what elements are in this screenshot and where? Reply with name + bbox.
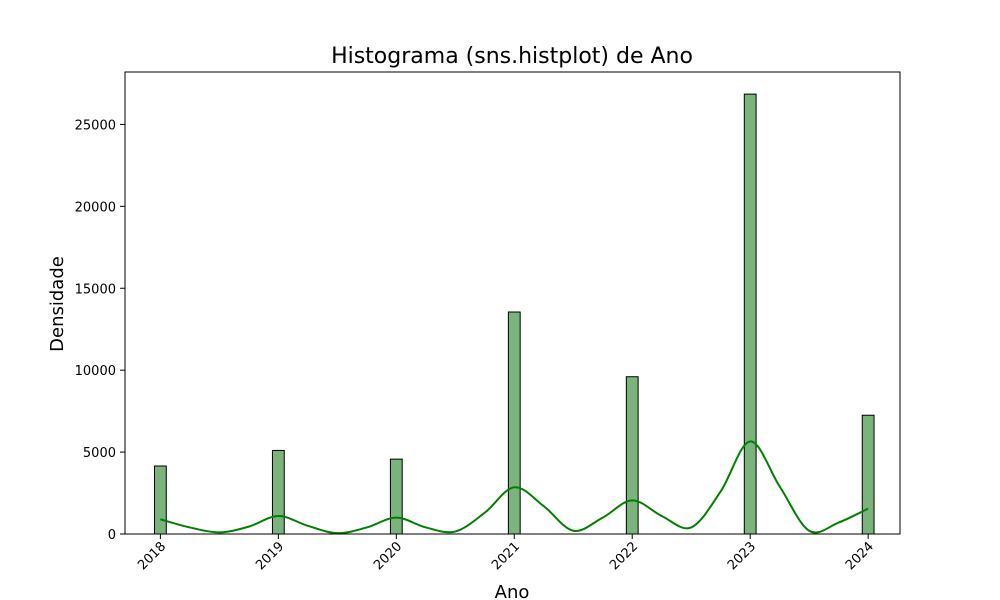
x-tick-label: 2022 bbox=[607, 539, 641, 573]
bar-2024 bbox=[861, 414, 875, 535]
x-axis-ticks: 2018 2019 2020 2021 2022 2023 2024 bbox=[135, 534, 877, 573]
x-tick-label: 2019 bbox=[253, 539, 287, 573]
bars-group bbox=[153, 93, 875, 535]
bar-2018 bbox=[153, 465, 167, 535]
y-tick-label: 0 bbox=[108, 528, 116, 543]
plot-frame bbox=[124, 71, 901, 535]
y-tick-label: 20000 bbox=[75, 200, 116, 215]
y-axis-label: Densidade bbox=[47, 256, 68, 352]
x-tick-label: 2024 bbox=[843, 539, 877, 573]
x-tick-label: 2021 bbox=[489, 539, 523, 573]
plot-area bbox=[124, 71, 901, 535]
bar-2023 bbox=[743, 93, 757, 535]
y-tick-label: 5000 bbox=[83, 446, 116, 461]
bar-2020 bbox=[389, 458, 403, 535]
x-tick-label: 2018 bbox=[135, 539, 169, 573]
x-axis-label: Ano bbox=[495, 582, 530, 600]
bar-2021 bbox=[507, 311, 521, 535]
bar-2022 bbox=[625, 376, 639, 535]
bar-2019 bbox=[271, 449, 285, 535]
chart-title: Histograma (sns.histplot) de Ano bbox=[331, 44, 693, 69]
x-tick-label: 2023 bbox=[725, 539, 759, 573]
x-tick-label: 2020 bbox=[371, 539, 405, 573]
y-tick-label: 15000 bbox=[75, 282, 116, 297]
y-tick-label: 10000 bbox=[75, 364, 116, 379]
y-tick-label: 25000 bbox=[75, 118, 116, 133]
kde-line bbox=[160, 440, 869, 535]
y-axis-ticks: 0 5000 10000 15000 20000 25000 bbox=[75, 118, 125, 543]
